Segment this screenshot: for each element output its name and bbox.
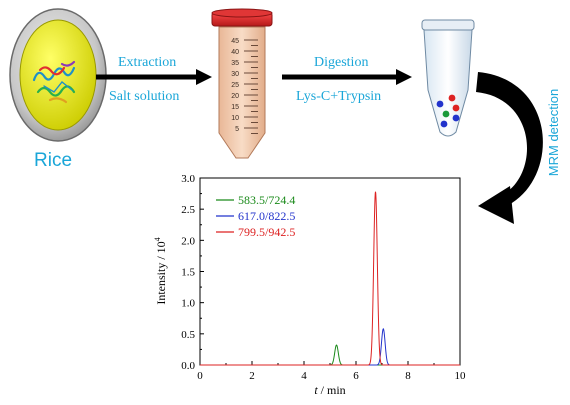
legend-label-3: 799.5/942.5: [238, 225, 295, 239]
step2-top-label: Digestion: [314, 55, 369, 70]
series-line-1: [200, 344, 460, 366]
x-tick-label: 2: [249, 370, 255, 382]
y-tick-label: 0.5: [181, 329, 195, 341]
tube-scale-label: 30: [231, 71, 239, 78]
tube-scale-label: 35: [231, 60, 239, 67]
centrifuge-tube-icon: 45 40 35 30 25 20 15 10 5: [211, 8, 273, 159]
step1-bottom-label: Salt solution: [109, 89, 180, 104]
x-axis-label: t / min: [314, 383, 345, 397]
tube-scale-label: 20: [231, 93, 239, 100]
x-tick-label: 4: [301, 370, 307, 382]
tube-scale-label: 40: [231, 49, 239, 56]
protein-structure-icon: [32, 60, 76, 104]
y-tick-label: 1.0: [181, 298, 195, 310]
y-axis-label: Intensity / 104: [153, 237, 168, 304]
step2-bottom-label: Lys-C+Trypsin: [296, 89, 382, 104]
tube-scale-label: 25: [231, 82, 239, 89]
tube-scale-label: 15: [231, 104, 239, 111]
tube-scale-label: 45: [231, 38, 239, 45]
y-tick-label: 2.0: [181, 235, 195, 247]
arrow-digestion-icon: [282, 69, 412, 85]
y-tick-label: 0.0: [181, 360, 195, 372]
microtube-icon: [421, 19, 475, 137]
step1-top-label: Extraction: [118, 55, 177, 70]
tube-scale-label: 10: [231, 115, 239, 122]
y-tick-label: 2.5: [181, 204, 195, 216]
tube-scale-label: 5: [235, 126, 239, 133]
y-tick-label: 1.5: [181, 267, 195, 279]
x-tick-label: 8: [405, 370, 411, 382]
series-line-2: [200, 327, 460, 366]
sample-label: Rice: [34, 150, 73, 171]
legend-label-1: 583.5/724.4: [238, 193, 295, 207]
x-tick-label: 10: [455, 370, 467, 382]
series-line-3: [200, 191, 460, 366]
arrow-extraction-icon: [96, 69, 212, 85]
arrow-mrm-detection-icon: [476, 72, 543, 224]
legend-label-2: 617.0/822.5: [238, 209, 295, 223]
y-tick-label: 3.0: [181, 173, 195, 185]
x-tick-label: 0: [197, 370, 203, 382]
x-tick-label: 6: [353, 370, 359, 382]
